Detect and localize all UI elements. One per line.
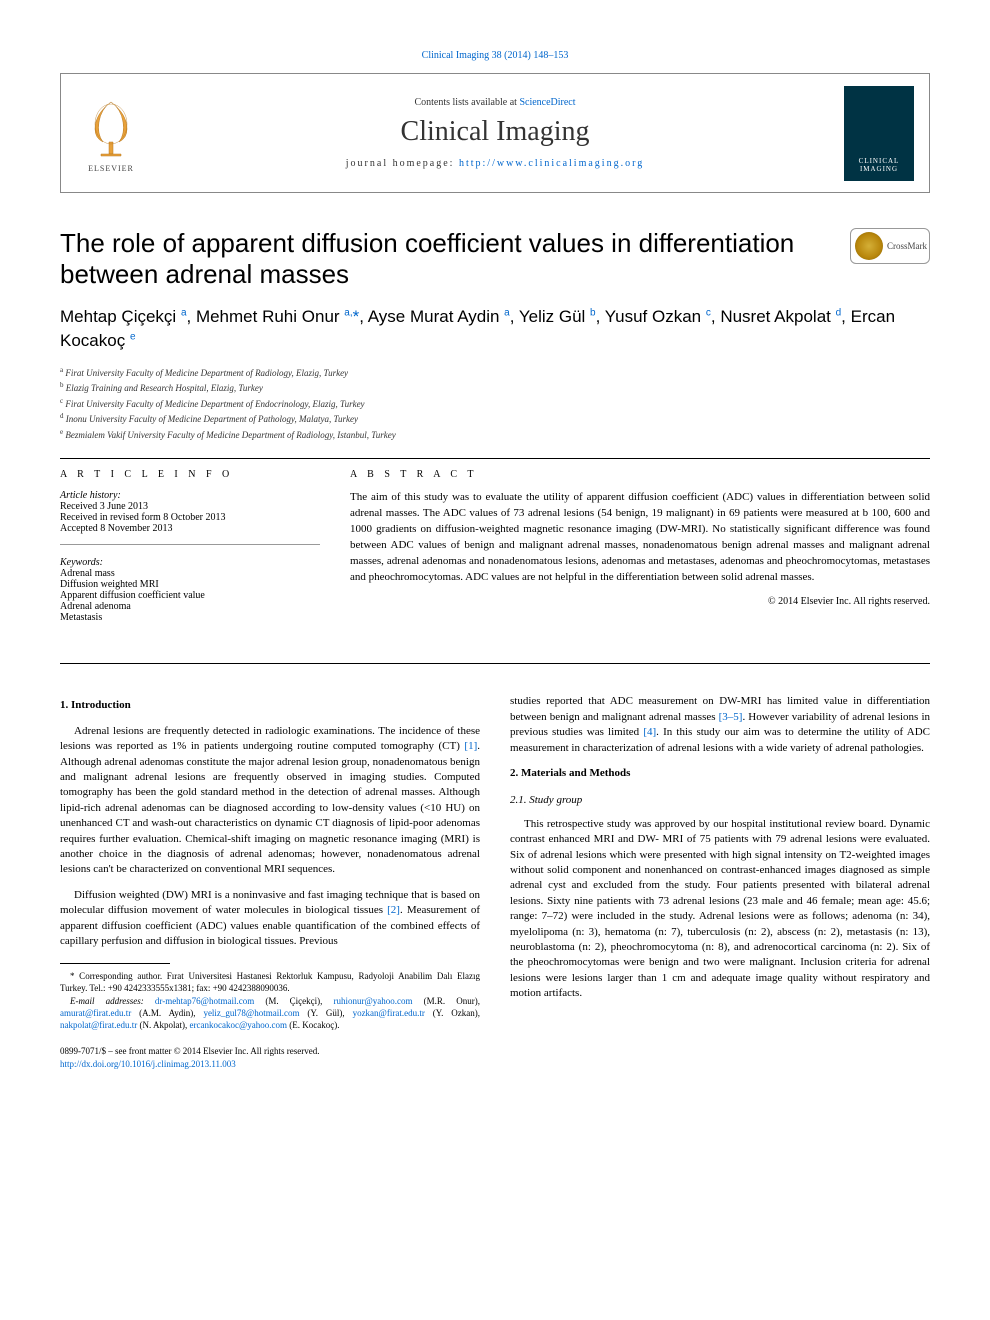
ref-link[interactable]: [3–5] — [719, 711, 743, 723]
ref-link[interactable]: [4] — [643, 726, 656, 738]
elsevier-tree-icon — [81, 94, 141, 164]
article-history-block: Article history: Received 3 June 2013Rec… — [60, 490, 320, 545]
corresponding-author-footnote: * Corresponding author. Fırat Universite… — [60, 970, 480, 994]
keyword-line: Diffusion weighted MRI — [60, 579, 320, 590]
intro-heading: 1. Introduction — [60, 698, 480, 713]
elsevier-logo: ELSEVIER — [71, 83, 151, 183]
ref-link[interactable]: [1] — [464, 740, 477, 752]
study-group-p1: This retrospective study was approved by… — [510, 817, 930, 1002]
journal-name: Clinical Imaging — [161, 116, 829, 148]
affiliation-line: a Firat University Faculty of Medicine D… — [60, 365, 930, 381]
footnote-rule — [60, 963, 170, 964]
emails-footnote: E-mail addresses: dr-mehtap76@hotmail.co… — [60, 995, 480, 1031]
keywords-block: Keywords: Adrenal massDiffusion weighted… — [60, 557, 320, 633]
intro-p1: Adrenal lesions are frequently detected … — [60, 724, 480, 878]
footer-block: 0899-7071/$ – see front matter © 2014 El… — [60, 1045, 480, 1070]
ref-link[interactable]: [2] — [387, 904, 400, 916]
crossmark-label: CrossMark — [887, 241, 927, 251]
keyword-line: Adrenal adenoma — [60, 601, 320, 612]
issn-line: 0899-7071/$ – see front matter © 2014 El… — [60, 1045, 480, 1058]
contents-line: Contents lists available at ScienceDirec… — [161, 97, 829, 108]
journal-cover-thumbnail: CLINICAL IMAGING — [844, 86, 914, 181]
affiliations: a Firat University Faculty of Medicine D… — [60, 365, 930, 443]
journal-header-box: ELSEVIER Contents lists available at Sci… — [60, 73, 930, 193]
intro-p3: studies reported that ADC measurement on… — [510, 694, 930, 756]
email-link[interactable]: nakpolat@firat.edu.tr — [60, 1020, 137, 1030]
author-list: Mehtap Çiçekçi a, Mehmet Ruhi Onur a,*, … — [60, 305, 930, 353]
contents-text: Contents lists available at — [414, 97, 519, 108]
keyword-line: Metastasis — [60, 612, 320, 623]
history-label: Article history: — [60, 490, 320, 501]
email-link[interactable]: amurat@firat.edu.tr — [60, 1008, 131, 1018]
abstract-copyright: © 2014 Elsevier Inc. All rights reserved… — [350, 596, 930, 607]
email-link[interactable]: dr-mehtap76@hotmail.com — [155, 996, 254, 1006]
journal-cover-text: CLINICAL IMAGING — [852, 157, 906, 173]
header-center: Contents lists available at ScienceDirec… — [161, 97, 829, 169]
email-link[interactable]: ercankocakoc@yahoo.com — [190, 1020, 288, 1030]
history-line: Accepted 8 November 2013 — [60, 523, 320, 534]
homepage-link[interactable]: http://www.clinicalimaging.org — [459, 158, 644, 169]
homepage-label: journal homepage: — [346, 158, 459, 169]
keyword-line: Adrenal mass — [60, 568, 320, 579]
affiliation-line: d Inonu University Faculty of Medicine D… — [60, 411, 930, 427]
intro-p2: Diffusion weighted (DW) MRI is a noninva… — [60, 888, 480, 950]
elsevier-label: ELSEVIER — [88, 164, 134, 173]
email-link[interactable]: ruhionur@yahoo.com — [334, 996, 413, 1006]
affiliation-line: c Firat University Faculty of Medicine D… — [60, 396, 930, 412]
doi-link[interactable]: http://dx.doi.org/10.1016/j.clinimag.201… — [60, 1059, 236, 1069]
article-title: The role of apparent diffusion coefficie… — [60, 228, 930, 290]
left-column: 1. Introduction Adrenal lesions are freq… — [60, 694, 480, 1070]
email-link[interactable]: yeliz_gul78@hotmail.com — [203, 1008, 299, 1018]
abstract-text: The aim of this study was to evaluate th… — [350, 490, 930, 586]
homepage-line: journal homepage: http://www.clinicalima… — [161, 158, 829, 169]
affiliation-line: b Elazig Training and Research Hospital,… — [60, 380, 930, 396]
sciencedirect-link[interactable]: ScienceDirect — [519, 97, 575, 108]
abstract-heading: A B S T R A C T — [350, 469, 930, 480]
keyword-line: Apparent diffusion coefficient value — [60, 590, 320, 601]
affiliation-line: e Bezmialem Vakif University Faculty of … — [60, 427, 930, 443]
article-info-panel: A R T I C L E I N F O Article history: R… — [60, 469, 320, 645]
crossmark-badge[interactable]: CrossMark — [850, 228, 930, 264]
article-info-heading: A R T I C L E I N F O — [60, 469, 320, 480]
email-link[interactable]: yozkan@firat.edu.tr — [353, 1008, 425, 1018]
keywords-label: Keywords: — [60, 557, 320, 568]
abstract-panel: A B S T R A C T The aim of this study wa… — [350, 469, 930, 645]
section-divider — [60, 458, 930, 459]
body-columns: 1. Introduction Adrenal lesions are freq… — [60, 694, 930, 1070]
materials-methods-heading: 2. Materials and Methods — [510, 766, 930, 781]
history-line: Received in revised form 8 October 2013 — [60, 512, 320, 523]
history-line: Received 3 June 2013 — [60, 501, 320, 512]
crossmark-icon — [855, 232, 883, 260]
study-group-heading: 2.1. Study group — [510, 793, 930, 808]
right-column: studies reported that ADC measurement on… — [510, 694, 930, 1070]
journal-citation-header: Clinical Imaging 38 (2014) 148–153 — [60, 50, 930, 61]
